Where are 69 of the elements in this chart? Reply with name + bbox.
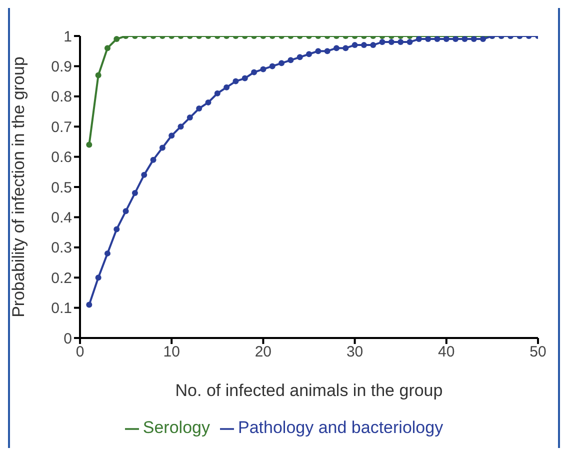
point	[168, 132, 175, 139]
point	[251, 69, 258, 76]
y-tick-label: 0.2	[51, 270, 72, 287]
x-tick-label: 30	[346, 344, 364, 361]
point	[141, 172, 148, 178]
x-tick-label: 20	[254, 344, 272, 361]
point	[104, 250, 110, 256]
point	[434, 36, 440, 42]
point	[114, 36, 120, 42]
y-tick-label: 0.1	[51, 300, 72, 318]
legend-label: Pathology and bacteriology	[238, 418, 444, 437]
point	[104, 45, 110, 52]
x-axis-title: No. of infected animals in the group	[175, 381, 443, 400]
point	[86, 302, 92, 308]
point	[232, 78, 239, 84]
y-tick-label: 0	[64, 330, 72, 348]
point	[370, 42, 376, 48]
point	[114, 226, 120, 232]
point	[186, 114, 193, 121]
point	[443, 36, 450, 42]
y-tick-label: 0.8	[51, 88, 72, 106]
x-tick-label: 10	[163, 344, 180, 361]
y-tick-label: 0.3	[51, 240, 72, 257]
x-tick-label: 0	[76, 344, 84, 361]
point	[306, 51, 312, 58]
point	[398, 39, 404, 46]
point	[159, 144, 166, 151]
point	[333, 45, 340, 52]
point	[95, 274, 102, 281]
y-tick-label: 0.9	[51, 58, 72, 76]
point	[269, 63, 276, 70]
point	[360, 42, 367, 48]
point	[470, 36, 477, 42]
point	[224, 84, 230, 90]
y-tick-label: 1	[64, 28, 72, 46]
y-tick-label: 0.4	[51, 210, 72, 227]
point	[388, 39, 394, 46]
y-axis-title: Probability of infection in the group	[9, 56, 28, 318]
point	[278, 60, 285, 66]
x-tick-label: 50	[530, 344, 546, 361]
point	[296, 54, 303, 60]
point	[406, 39, 413, 46]
point	[288, 57, 294, 64]
point	[315, 48, 322, 54]
y-tick-label: 0.5	[51, 179, 72, 196]
point	[425, 36, 432, 42]
point	[352, 42, 358, 48]
point	[462, 36, 468, 42]
point	[132, 190, 138, 196]
point	[452, 36, 459, 42]
y-tick-label: 0.6	[51, 149, 72, 166]
point	[260, 66, 266, 72]
point	[379, 39, 386, 46]
point	[150, 156, 156, 163]
point	[342, 45, 349, 52]
point	[214, 90, 220, 96]
x-tick-label: 40	[438, 344, 455, 361]
point	[416, 36, 422, 42]
point	[242, 75, 248, 82]
point	[324, 48, 330, 54]
point	[205, 99, 212, 106]
y-tick-label: 0.7	[51, 118, 72, 136]
point	[95, 72, 102, 78]
point	[196, 105, 202, 112]
point	[86, 142, 92, 148]
legend-label: Serology	[142, 418, 210, 437]
point	[122, 208, 129, 214]
point	[480, 36, 486, 42]
point	[178, 124, 184, 130]
